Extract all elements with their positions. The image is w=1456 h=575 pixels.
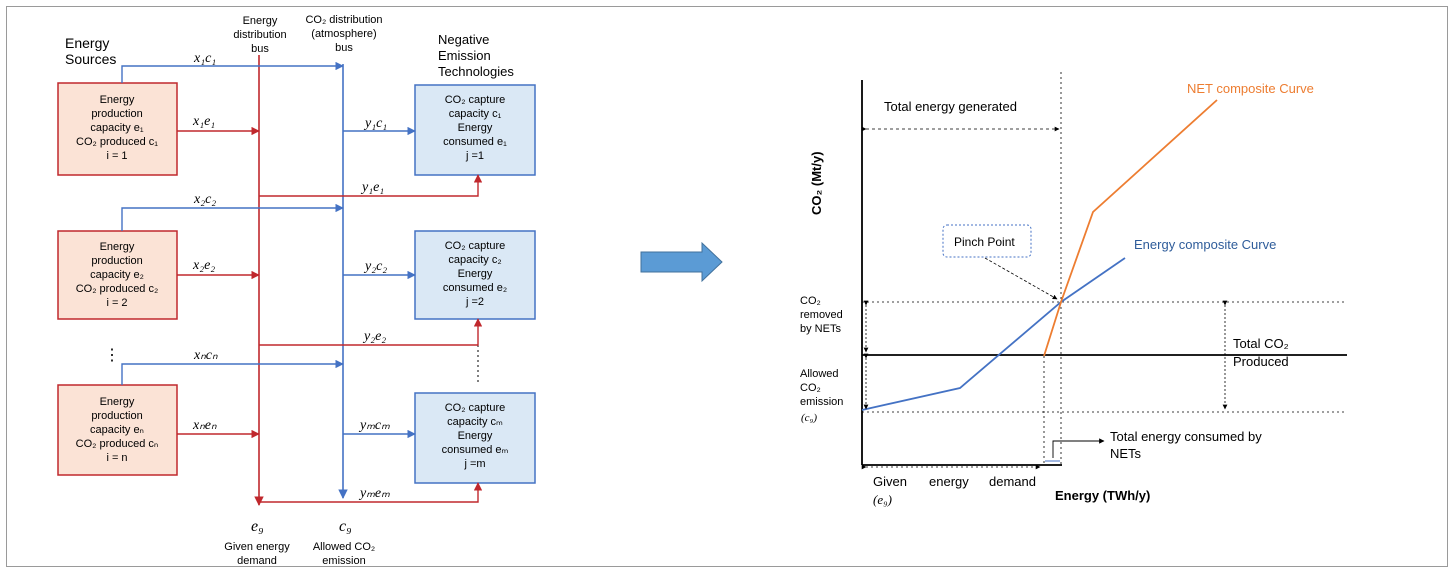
pinch-point-arrow: [984, 257, 1058, 300]
composite-curve-chart: Total energy generated NET composite Cur…: [800, 72, 1347, 507]
net-composite-curve: [1043, 99, 1218, 357]
nets-label: Negative Emission Technologies: [438, 32, 514, 79]
given-energy-demand-word-1: Given: [873, 474, 907, 489]
given-energy-demand-word-3: demand: [989, 474, 1036, 489]
energy-consumed-nets-label: Total energy consumed by NETs: [1110, 429, 1262, 461]
energy-curve-label: Energy composite Curve: [1134, 237, 1276, 252]
flow-ymem: [259, 482, 483, 503]
y-axis-label: CO₂ (Mt/y): [809, 151, 824, 215]
energy-sources-label: Energy Sources: [65, 35, 116, 67]
energy-bus-label: Energy distribution bus: [233, 15, 286, 55]
eg-caption: Given energy demand: [224, 541, 290, 567]
figure-frame: [6, 6, 1448, 567]
source-box-n: Energy production capacity eₙ CO₂ produced …: [57, 384, 178, 476]
co2-bus-label: CO₂ distribution (atmosphere) bus: [305, 14, 382, 54]
net-curve-label: NET composite Curve: [1187, 81, 1314, 96]
cg-caption: Allowed CO₂ emission: [313, 541, 375, 567]
x-axis-label: Energy (TWh/y): [1055, 488, 1150, 503]
total-co2-label: Total CO₂ Produced: [1233, 336, 1289, 369]
flow-xncn: [121, 359, 344, 385]
label-y2c2: y₂c₂: [363, 259, 387, 274]
eg-symbol: e₉: [251, 518, 264, 535]
cg-symbol: c₉: [339, 518, 352, 535]
label-x1e1: x₁e₁: [192, 114, 215, 129]
label-y2e2: y₂e₂: [362, 329, 386, 344]
given-energy-demand-symbol: (e₉): [873, 492, 892, 507]
label-y1c1: y₁c₁: [363, 116, 387, 131]
label-x2c2: x₂c₂: [193, 192, 216, 207]
source-box-2: Energy production capacity e₂ CO₂ produced …: [57, 230, 178, 320]
net-box-2: CO₂ capture capacity c₂ Energy consumed e₂ j…: [414, 230, 536, 320]
source-box-1: Energy production capacity e₁ CO₂ produced …: [57, 82, 178, 176]
label-x1c1: x₁c₁: [193, 51, 216, 66]
source-ellipsis: ⋮: [104, 347, 120, 364]
co2-removed-label: CO₂ removed by NETs: [800, 295, 843, 335]
energy-consumed-nets-leader: [1052, 438, 1105, 458]
flow-y2e2: [259, 318, 483, 346]
transition-arrow: [640, 241, 723, 283]
label-y1e1: y₁e₁: [360, 180, 384, 195]
energy-composite-curve: [861, 257, 1126, 411]
net-box-1: CO₂ capture capacity c₁ Energy consumed e₁ j…: [414, 84, 536, 176]
pinch-point-label: Pinch Point: [954, 235, 1015, 249]
flow-x2c2: [121, 203, 344, 231]
label-ymem: yₘeₘ: [358, 486, 390, 501]
given-energy-demand-word-2: energy: [929, 474, 969, 489]
label-xnen: xₙeₙ: [192, 418, 217, 433]
flow-y1e1: [259, 174, 483, 197]
allowed-emission-label: Allowed CO₂ emission (c₉): [800, 368, 843, 424]
flow-x1c1: [121, 61, 344, 83]
pinch-point-box: [942, 224, 1032, 258]
superstructure-diagram: Energy Sources Energy distribution bus CO₂ …: [57, 14, 536, 567]
label-ymcm: yₘcₘ: [358, 418, 390, 433]
label-x2e2: x₂e₂: [192, 258, 215, 273]
net-box-m: CO₂ capture capacity cₘ Energy consumed eₘ j…: [414, 392, 536, 484]
label-xncn: xₙcₙ: [193, 348, 218, 363]
total-energy-generated-label: Total energy generated: [884, 99, 1017, 114]
